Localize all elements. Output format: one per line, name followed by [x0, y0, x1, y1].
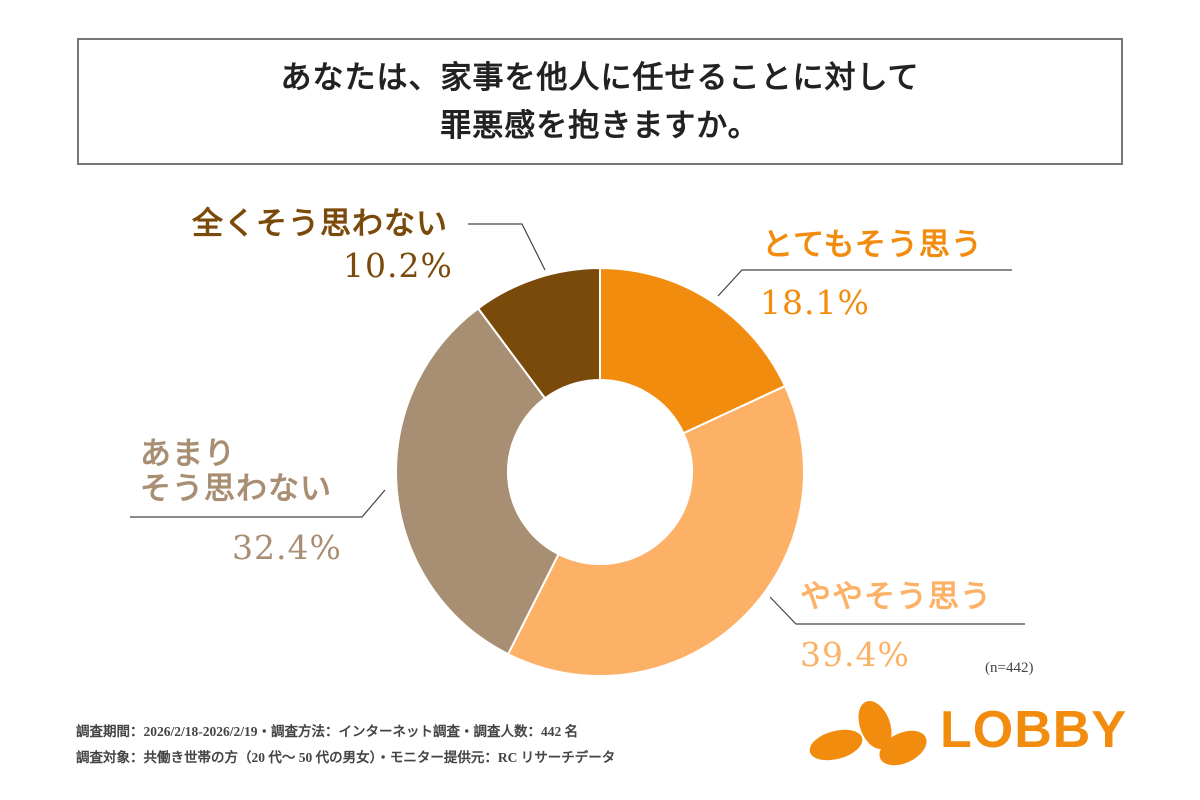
title-line-2: 罪悪感を抱きますか。 — [440, 107, 760, 144]
leader-line-0 — [717, 269, 1012, 297]
sample-size: (n=442) — [985, 660, 1034, 676]
label-percent-1: 39.4% — [800, 635, 910, 674]
survey-note-2: 調査対象：共働き世帯の方（20 代〜 50 代の男女）・モニター提供元：RC リ… — [76, 750, 616, 765]
title-line-1: あなたは、家事を他人に任せることに対して — [280, 59, 920, 96]
leader-line-2 — [130, 489, 386, 518]
label-category-1: ややそう思う — [800, 579, 992, 615]
donut-slice-3 — [476, 266, 601, 400]
label-category-0: とてもそう思う — [762, 227, 983, 263]
label-percent-3: 10.2% — [343, 246, 453, 285]
lobby-logo-icon — [809, 700, 927, 766]
leader-line-3 — [468, 223, 546, 271]
label-percent-2: 32.4% — [232, 528, 342, 567]
label-category-3: 全くそう思わない — [192, 206, 448, 242]
donut-slice-2 — [395, 307, 560, 656]
title-box: あなたは、家事を他人に任せることに対して 罪悪感を抱きますか。 — [77, 38, 1123, 165]
donut-slice-0 — [599, 266, 787, 435]
label-category-2b: そう思わない — [140, 471, 332, 507]
label-category-2a: あまり — [140, 436, 236, 472]
donut-slice-1 — [506, 384, 805, 677]
survey-note-1: 調査期間：2026/2/18-2026/2/19・調査方法：インターネット調査・… — [76, 724, 579, 739]
label-percent-0: 18.1% — [760, 283, 870, 322]
lobby-logo-text: LOBBY — [940, 701, 1127, 759]
leader-line-1 — [769, 596, 1025, 625]
